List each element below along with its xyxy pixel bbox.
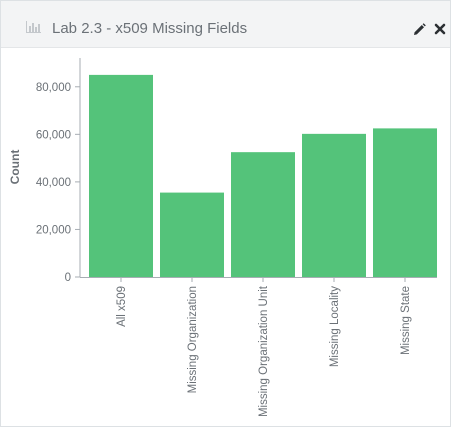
x-tick-label: Missing Organization Unit — [258, 285, 270, 417]
x-tick-label: Missing State — [400, 286, 412, 355]
x-tick-label: Missing Locality — [329, 286, 341, 367]
y-axis-label: Count — [8, 150, 22, 185]
bar-chart: Count 0 20,000 40,000 60,000 80,000 All x509 M… — [8, 58, 437, 417]
chart-area: Count 0 20,000 40,000 60,000 80,000 All x509 M… — [1, 48, 451, 428]
panel-title: Lab 2.3 - x509 Missing Fields — [52, 20, 248, 37]
pencil-icon[interactable] — [413, 23, 426, 36]
bar-chart-icon — [26, 21, 41, 33]
bar — [89, 74, 153, 277]
bar — [231, 152, 295, 277]
y-tick-label: 20,000 — [36, 224, 71, 236]
y-tick-label: 0 — [65, 272, 71, 284]
bar — [160, 192, 224, 277]
y-tick-label: 60,000 — [36, 129, 71, 141]
y-tick-label: 40,000 — [36, 177, 71, 189]
bar — [373, 128, 437, 277]
close-icon[interactable] — [434, 23, 446, 35]
panel-header: Lab 2.3 - x509 Missing Fields — [1, 1, 450, 48]
x-tick-label: All x509 — [116, 286, 128, 327]
x-tick-label: Missing Organization — [187, 286, 199, 393]
y-tick-label: 80,000 — [36, 82, 71, 94]
bar — [302, 133, 366, 277]
